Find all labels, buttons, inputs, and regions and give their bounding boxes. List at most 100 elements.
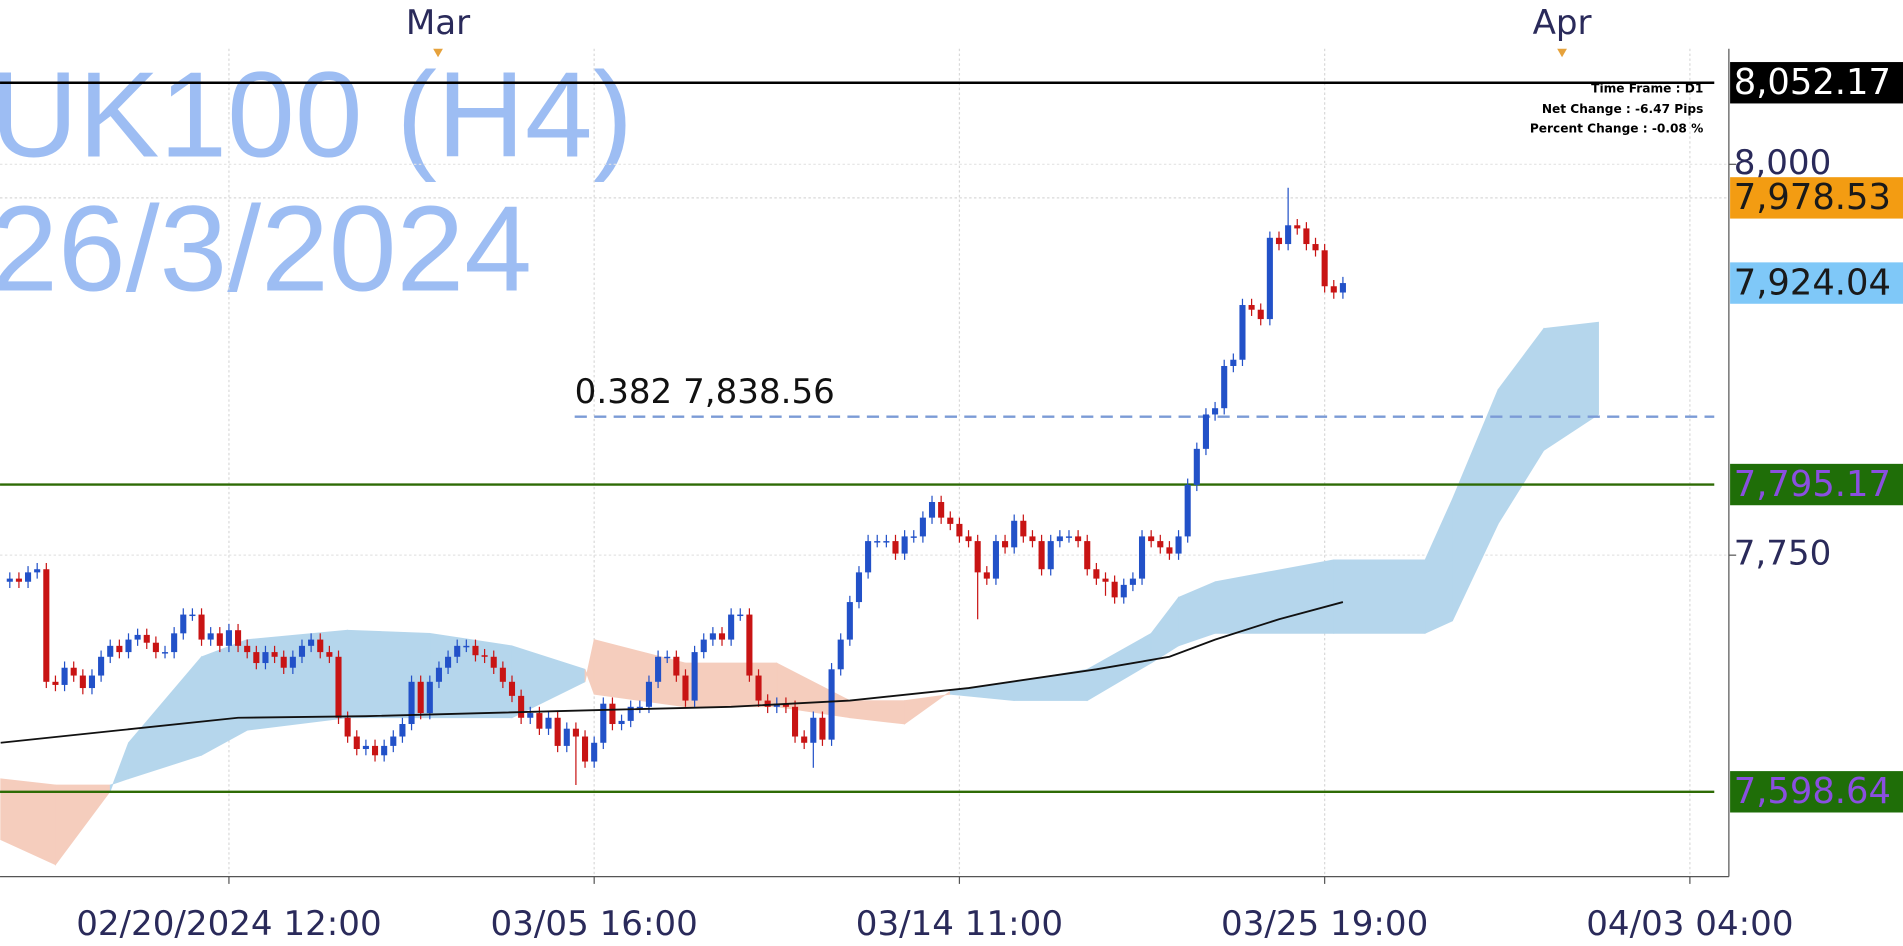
- candle-body: [34, 569, 41, 573]
- level-box: [1730, 771, 1903, 813]
- y-tick-label: 8,000: [1734, 143, 1832, 183]
- candle-body: [755, 675, 762, 701]
- cloud-segment: [1452, 389, 1499, 621]
- candle-body: [901, 536, 908, 554]
- cloud-segment: [1333, 559, 1426, 634]
- candle-body: [947, 517, 954, 524]
- candle-body: [253, 652, 260, 664]
- candle-body: [627, 706, 634, 721]
- candle-body: [98, 656, 105, 676]
- cloud-segment: [1497, 327, 1545, 526]
- cloud-segment: [128, 655, 202, 780]
- candle-body: [892, 541, 899, 554]
- candle-body: [161, 652, 169, 654]
- level-label: 7,978.53: [1734, 177, 1891, 218]
- month-label: Mar: [406, 3, 471, 43]
- candle-body: [472, 645, 479, 656]
- cloud-segment: [1013, 668, 1088, 701]
- candle-body: [216, 633, 223, 646]
- candle-body: [152, 642, 159, 653]
- candle-body: [1020, 520, 1027, 537]
- candle-body: [1193, 448, 1200, 485]
- candle-body: [225, 630, 232, 646]
- candle-body: [445, 656, 452, 668]
- candle-body: [134, 634, 141, 640]
- candle-body: [536, 713, 543, 729]
- candle-body: [125, 639, 132, 653]
- cloud-segment: [347, 629, 431, 719]
- candle-body: [974, 541, 981, 573]
- candle-body: [572, 728, 579, 737]
- candle-body: [1175, 536, 1182, 554]
- candle-body: [79, 675, 86, 689]
- month-marker: [1557, 48, 1567, 58]
- candle-body: [88, 675, 96, 689]
- x-tick-label: 03/25 19:00: [1221, 904, 1428, 944]
- candle-body: [1111, 581, 1118, 598]
- candle-body: [235, 630, 242, 646]
- candle-body: [883, 541, 890, 543]
- candle-body: [1120, 584, 1127, 598]
- candle-body: [609, 703, 616, 725]
- candle-body: [189, 614, 196, 617]
- candle-body: [1202, 414, 1209, 449]
- candle-body: [317, 639, 324, 653]
- month-label: Apr: [1533, 3, 1593, 43]
- candle-body: [298, 645, 306, 657]
- candle-body: [691, 652, 698, 701]
- info-timeframe: Time Frame : D1: [1591, 81, 1703, 95]
- candle-body: [1166, 547, 1173, 554]
- candle-body: [1230, 359, 1237, 366]
- candle-body: [746, 614, 753, 676]
- x-tick-label: 03/14 11:00: [856, 904, 1063, 944]
- level-label: 7,795.17: [1734, 464, 1891, 505]
- cloud-segment: [109, 742, 129, 792]
- candle-body: [983, 572, 990, 579]
- candle-body: [846, 602, 853, 640]
- candle-body: [1294, 225, 1301, 229]
- candle-body: [1075, 536, 1082, 542]
- fib-label: 0.382 7,838.56: [575, 372, 835, 412]
- candle-body: [1138, 536, 1146, 579]
- candle-body: [280, 656, 287, 668]
- candle-body: [408, 681, 415, 725]
- candle-body: [390, 736, 397, 746]
- candle-body: [709, 633, 716, 640]
- candle-body: [718, 633, 726, 640]
- candle-body: [454, 645, 461, 657]
- cloud-segment: [904, 690, 951, 725]
- moving-average: [0, 601, 1344, 744]
- candle-body: [353, 736, 360, 750]
- cloud-segment: [1086, 632, 1152, 702]
- candle-body: [15, 578, 22, 582]
- candle-body: [43, 569, 50, 682]
- cloud-segment: [849, 700, 905, 725]
- cloud-segment: [776, 662, 851, 719]
- candle-body: [1266, 237, 1273, 320]
- candle-body: [1011, 520, 1018, 548]
- candle-body: [490, 656, 497, 668]
- candle-body: [335, 656, 342, 718]
- candle-body: [1056, 536, 1063, 542]
- cloud-segment: [1178, 581, 1216, 647]
- candle-body: [600, 703, 607, 743]
- level-label: 8,052.17: [1734, 62, 1891, 103]
- candle-body: [1275, 237, 1283, 245]
- candle-body: [965, 536, 972, 542]
- cloud-segment: [593, 639, 686, 708]
- cloud-segment: [429, 632, 513, 719]
- candle-body: [645, 681, 653, 707]
- candle-body: [1029, 536, 1036, 542]
- candle-body: [554, 717, 561, 746]
- cloud-segment: [55, 784, 111, 866]
- candle-body: [581, 736, 589, 762]
- candle-body: [801, 736, 808, 743]
- candle-body: [1239, 305, 1246, 360]
- candle-body: [737, 614, 744, 617]
- candle-body: [399, 724, 406, 737]
- candle-body: [198, 614, 205, 640]
- level-box: [1730, 177, 1903, 219]
- candle-body: [545, 717, 552, 729]
- candle-body: [764, 700, 771, 707]
- cloud-segment: [1150, 596, 1179, 664]
